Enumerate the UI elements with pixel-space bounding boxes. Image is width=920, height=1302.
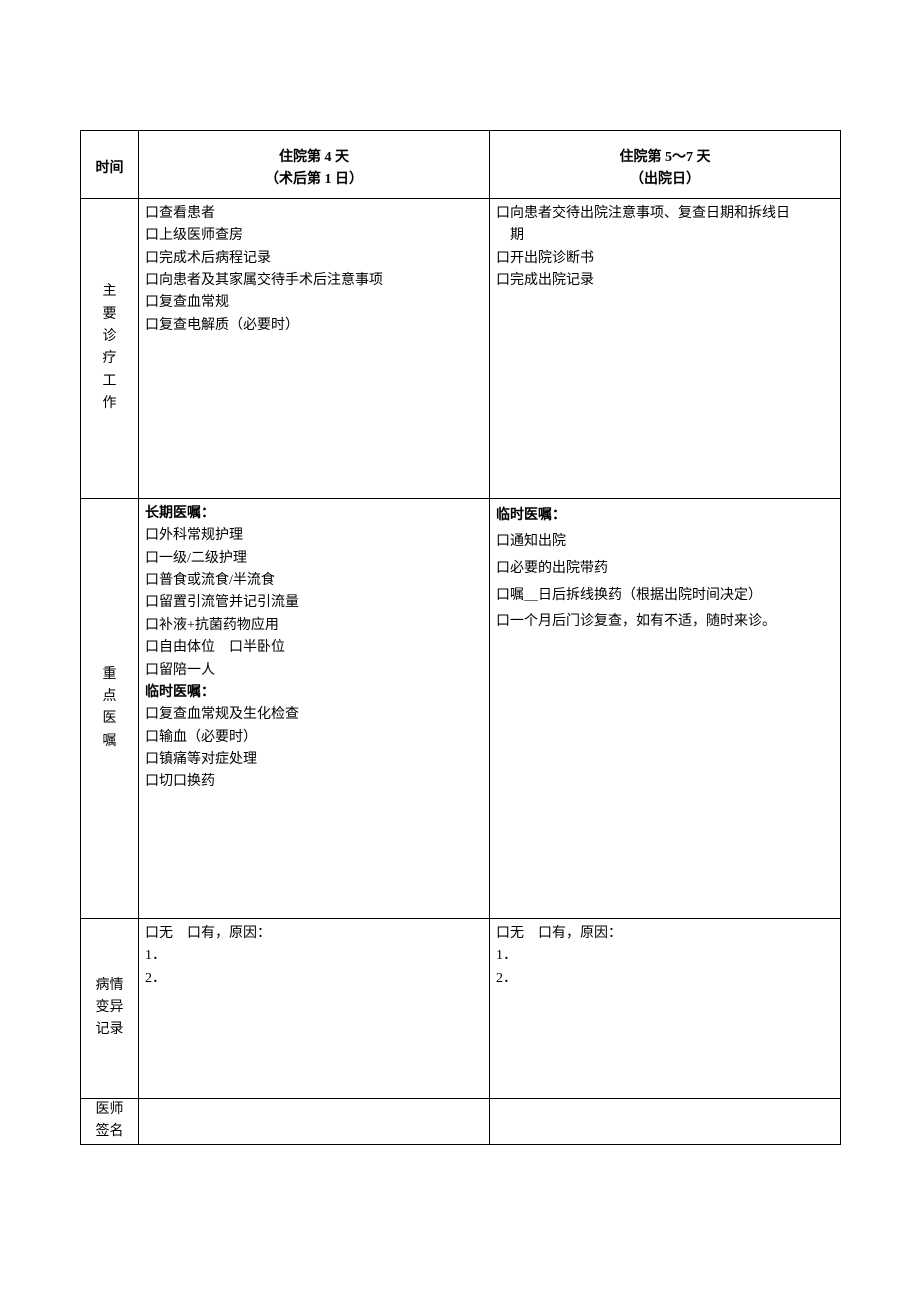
checkbox-item: 口留置引流管并记引流量 (145, 592, 483, 614)
checkbox-item: 口向患者交待出院注意事项、复查日期和拆线日 期 (496, 203, 834, 248)
header-col2: 住院第 5～7 天 （出院日） (490, 131, 841, 199)
zhongdian-col1: 长期医嘱： 口外科常规护理 口一级/二级护理 口普食或流食/半流食 口留置引流管… (139, 498, 490, 918)
checkbox-item: 口完成出院记录 (496, 270, 834, 292)
checkbox-item: 口必要的出院带药 (496, 556, 834, 583)
list-item: 2． (145, 968, 483, 990)
time-label-text: 时间 (96, 161, 124, 176)
col1-title: 住院第 4 天 (147, 147, 481, 169)
bianyi-col2: 口无 口有，原因： 1． 2． (490, 918, 841, 1098)
checkbox-item: 口向患者及其家属交待手术后注意事项 (145, 270, 483, 292)
checkbox-item: 口上级医师查房 (145, 225, 483, 247)
checkbox-item: 口留陪一人 (145, 660, 483, 682)
list-item: 1． (145, 945, 483, 967)
label-zhongdian-text: 重点医嘱 (81, 664, 138, 754)
col2-title: 住院第 5～7 天 (498, 147, 832, 169)
checkbox-item: 口一级/二级护理 (145, 548, 483, 570)
checkbox-item: 口复查血常规及生化检查 (145, 704, 483, 726)
label-bianyi: 病情变异记录 (81, 918, 139, 1098)
label-zhuyao-text: 主要诊疗工作 (81, 281, 138, 415)
clinical-pathway-table: 时间 住院第 4 天 （术后第 1 日） 住院第 5～7 天 （出院日） 主要诊… (80, 130, 841, 1145)
row-bianyi: 病情变异记录 口无 口有，原因： 1． 2． 口无 口有，原因： 1． 2． (81, 918, 841, 1098)
checkbox-item: 口查看患者 (145, 203, 483, 225)
checkbox-item: 口复查血常规 (145, 292, 483, 314)
section-heading: 长期医嘱： (145, 503, 483, 525)
zhuyao-col1: 口查看患者 口上级医师查房 口完成术后病程记录 口向患者及其家属交待手术后注意事… (139, 198, 490, 498)
checkbox-item: 口切口换药 (145, 771, 483, 793)
list-item: 2． (496, 968, 834, 990)
label-sign-text: 医师签名 (81, 1099, 138, 1144)
list-item: 1． (496, 945, 834, 967)
col1-subtitle: （术后第 1 日） (147, 169, 481, 191)
checkbox-item: 口开出院诊断书 (496, 248, 834, 270)
header-time-label: 时间 (81, 131, 139, 199)
checkbox-item: 口输血（必要时） (145, 727, 483, 749)
checkbox-item: 口嘱＿日后拆线换药（根据出院时间决定） (496, 583, 834, 610)
checkbox-item: 口复查电解质（必要时） (145, 315, 483, 337)
sign-col2 (490, 1098, 841, 1144)
header-col1: 住院第 4 天 （术后第 1 日） (139, 131, 490, 199)
checkbox-item: 口镇痛等对症处理 (145, 749, 483, 771)
sign-col1 (139, 1098, 490, 1144)
section-heading: 临时医嘱： (145, 682, 483, 704)
header-row: 时间 住院第 4 天 （术后第 1 日） 住院第 5～7 天 （出院日） (81, 131, 841, 199)
checkbox-item: 口自由体位 口半卧位 (145, 637, 483, 659)
row-zhuyao: 主要诊疗工作 口查看患者 口上级医师查房 口完成术后病程记录 口向患者及其家属交… (81, 198, 841, 498)
label-zhongdian: 重点医嘱 (81, 498, 139, 918)
checkbox-item: 口外科常规护理 (145, 525, 483, 547)
row-sign: 医师签名 (81, 1098, 841, 1144)
checkbox-item: 口完成术后病程记录 (145, 248, 483, 270)
checkbox-item: 口无 口有，原因： (496, 923, 834, 945)
label-sign: 医师签名 (81, 1098, 139, 1144)
bianyi-col1: 口无 口有，原因： 1． 2． (139, 918, 490, 1098)
section-heading: 临时医嘱： (496, 503, 834, 530)
label-bianyi-text: 病情变异记录 (81, 975, 138, 1042)
checkbox-item: 口补液+抗菌药物应用 (145, 615, 483, 637)
checkbox-item: 口无 口有，原因： (145, 923, 483, 945)
checkbox-item: 口通知出院 (496, 529, 834, 556)
label-zhuyao: 主要诊疗工作 (81, 198, 139, 498)
checkbox-item: 口一个月后门诊复查，如有不适，随时来诊。 (496, 609, 834, 636)
row-zhongdian: 重点医嘱 长期医嘱： 口外科常规护理 口一级/二级护理 口普食或流食/半流食 口… (81, 498, 841, 918)
zhuyao-col2: 口向患者交待出院注意事项、复查日期和拆线日 期 口开出院诊断书 口完成出院记录 (490, 198, 841, 498)
col2-subtitle: （出院日） (498, 169, 832, 191)
zhongdian-col2: 临时医嘱： 口通知出院 口必要的出院带药 口嘱＿日后拆线换药（根据出院时间决定）… (490, 498, 841, 918)
checkbox-item: 口普食或流食/半流食 (145, 570, 483, 592)
